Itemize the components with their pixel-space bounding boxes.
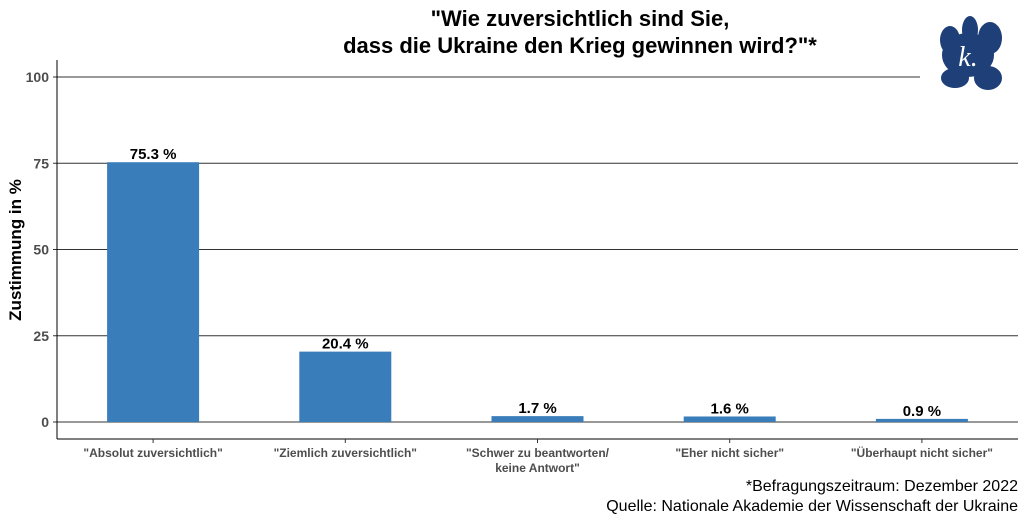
svg-text:k.: k. — [958, 42, 977, 73]
y-tick-label: 50 — [33, 242, 49, 258]
caption: *Befragungszeitraum: Dezember 2022 — [746, 478, 1018, 495]
data-label: 0.9 % — [903, 403, 941, 420]
data-label: 20.4 % — [322, 336, 369, 353]
data-label: 75.3 % — [130, 146, 177, 163]
y-tick-label: 25 — [33, 328, 49, 344]
y-tick-label: 100 — [26, 69, 50, 85]
y-tick-label: 0 — [41, 414, 49, 430]
data-label: 1.6 % — [711, 400, 749, 417]
bar — [683, 416, 776, 422]
x-tick-label: keine Antwort" — [495, 461, 580, 475]
bar — [107, 162, 200, 422]
y-axis-label: Zustimmung in % — [6, 179, 25, 321]
bar — [491, 416, 584, 422]
bar — [299, 351, 392, 422]
x-tick-label: "Ziemlich zuversichtlich" — [274, 446, 417, 460]
x-tick-label: "Eher nicht sicher" — [675, 446, 784, 460]
x-tick-label: "Absolut zuversichtlich" — [83, 446, 222, 460]
logo-icon: k. — [940, 16, 1002, 90]
bar — [875, 418, 968, 422]
caption: Quelle: Nationale Akademie der Wissensch… — [606, 498, 1018, 515]
x-tick-label: "Überhaupt nicht sicher" — [851, 445, 993, 460]
chart-title: "Wie zuversichtlich sind Sie, — [431, 6, 730, 31]
chart-title: dass die Ukraine den Krieg gewinnen wird… — [343, 33, 817, 58]
y-tick-label: 75 — [33, 155, 49, 171]
data-label: 1.7 % — [518, 400, 556, 417]
x-tick-label: "Schwer zu beantworten/ — [466, 446, 610, 460]
